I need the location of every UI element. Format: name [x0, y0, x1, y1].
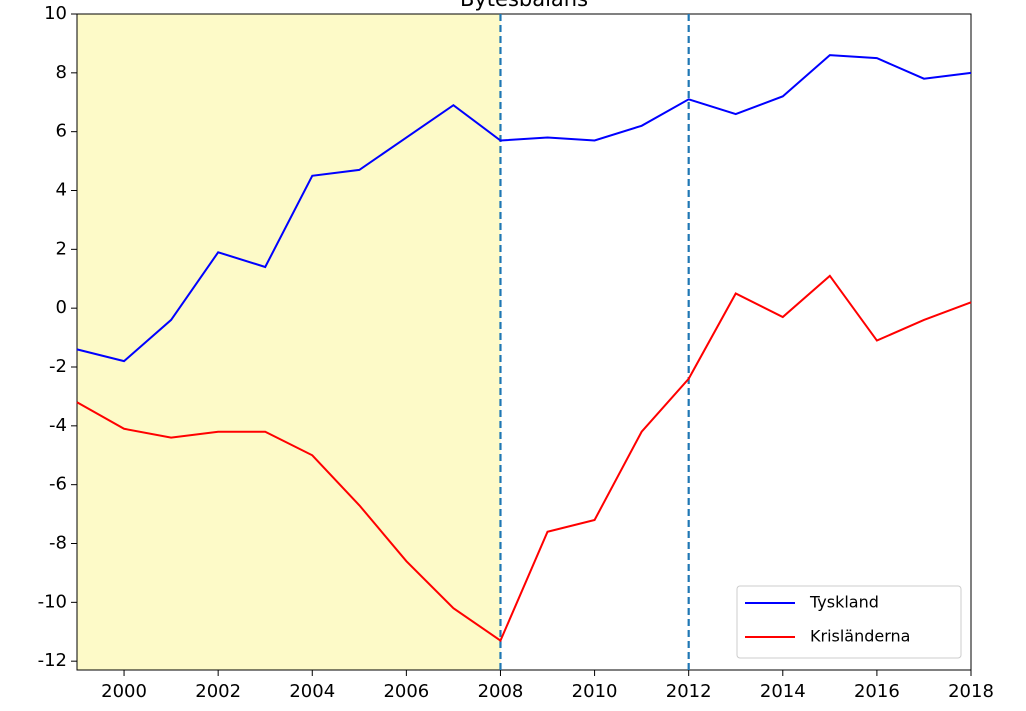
y-tick-label: -8: [49, 533, 67, 554]
plot-frame: [76, 13, 972, 671]
y-tick-label: 0: [56, 297, 67, 318]
x-tick-label: 2010: [572, 681, 618, 702]
y-tick-label: 4: [56, 180, 67, 201]
y-tick-label: 2: [56, 238, 67, 259]
series-line: [76, 274, 972, 643]
chart-title: Bytesbalans: [460, 0, 588, 11]
x-tick-label: 2008: [478, 681, 524, 702]
x-tick-label: 2006: [383, 681, 429, 702]
y-tick-label: -6: [49, 474, 67, 495]
shaded-span: [77, 14, 501, 670]
y-tick-label: 8: [56, 62, 67, 83]
y-tick-label: 6: [56, 121, 67, 142]
y-tick-label: -12: [38, 650, 67, 671]
y-tick-label: -4: [49, 415, 67, 436]
y-tick-label: 10: [44, 3, 67, 24]
x-tick-label: 2000: [101, 681, 147, 702]
x-tick-label: 2018: [948, 681, 994, 702]
x-tick-label: 2014: [760, 681, 806, 702]
y-tick-label: -2: [49, 356, 67, 377]
x-tick-label: 2004: [289, 681, 335, 702]
y-tick-label: -10: [38, 591, 67, 612]
x-tick-label: 2012: [666, 681, 712, 702]
x-tick-label: 2002: [195, 681, 241, 702]
series-line: [76, 54, 972, 363]
x-tick-label: 2016: [854, 681, 900, 702]
legend-label: Krisländerna: [810, 627, 910, 646]
legend: Tyskland Krisländerna: [736, 585, 962, 659]
legend-label: Tyskland: [809, 593, 879, 612]
